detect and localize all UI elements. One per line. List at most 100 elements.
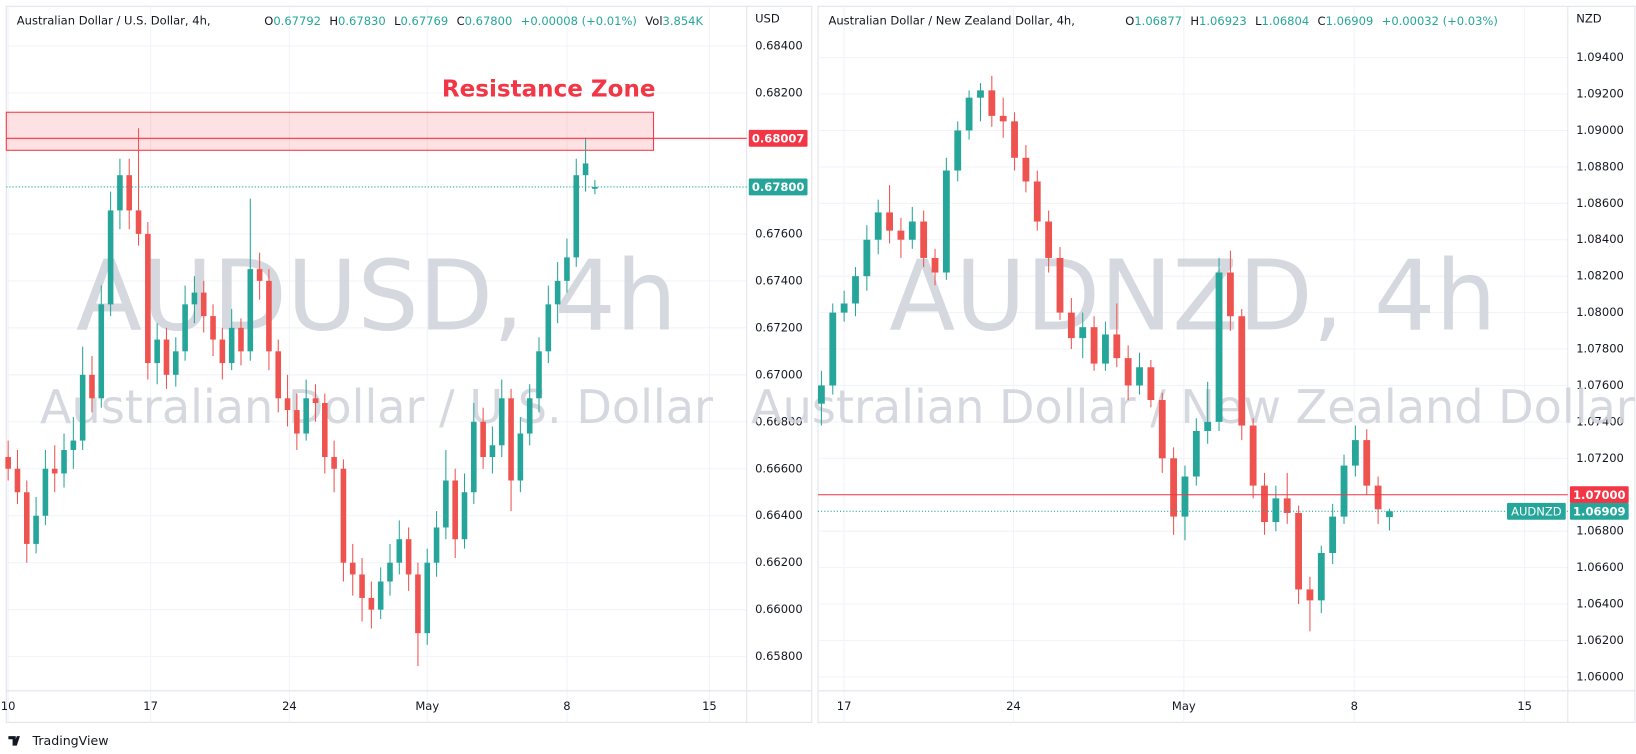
candle-body [135, 210, 142, 234]
candle-body [1215, 272, 1223, 422]
y-tick-label: 0.68400 [755, 38, 803, 52]
ohlc-value: 1.06923 [1199, 14, 1247, 28]
price-badge-label: 1.06909 [1573, 504, 1625, 518]
y-tick-label: 1.07600 [1576, 378, 1624, 392]
ohlc-key: H [1190, 14, 1199, 28]
candle-body [1136, 367, 1143, 386]
currency: NZD [1576, 11, 1601, 25]
watermark-subtitle: Australian Dollar / U.S. Dollar [40, 380, 713, 434]
candle-body [1181, 476, 1189, 517]
candle-body [14, 468, 21, 493]
candle-body [452, 480, 458, 540]
candle-body [23, 492, 30, 544]
y-tick-label: 1.06200 [1576, 633, 1624, 647]
candle-body [200, 292, 207, 317]
y-tick-label: 1.07800 [1576, 342, 1624, 356]
y-tick-label: 1.08600 [1576, 196, 1624, 210]
candle-body [368, 597, 375, 610]
y-tick-label: 0.67200 [755, 320, 803, 334]
ohlc-value: 0.67830 [338, 14, 386, 28]
y-tick-label: 0.67600 [755, 226, 803, 240]
ohlc-header: O0.67792 H0.67830 L0.67769 C0.67800 +0.00008… [264, 14, 703, 28]
candle-body [284, 398, 291, 411]
candle-body [908, 221, 916, 240]
ohlc-key: L [1255, 14, 1262, 28]
candle-body [1204, 421, 1212, 431]
candle-body [554, 280, 561, 305]
candle-body [1340, 465, 1348, 517]
price-badge-label: 0.67800 [752, 180, 804, 194]
candle-body [1192, 430, 1200, 477]
x-tick-label: 10 [1, 699, 16, 713]
candle-body [920, 221, 928, 258]
candle-body [1170, 458, 1178, 517]
ohlc-key: C [1318, 14, 1326, 28]
candle-body [145, 233, 151, 364]
candle-body [592, 186, 598, 189]
chart-panel: 0.65800 0.66000 0.66200 0.66400 0.66600 0.668… [1, 5, 813, 723]
candle-body [210, 316, 216, 340]
candle-body [818, 385, 825, 404]
candle-body [1374, 485, 1382, 510]
candle-body [79, 374, 86, 441]
change: +0.00008 (+0.01%) [521, 14, 637, 28]
logo-mark [8, 736, 20, 746]
candle-body [312, 398, 319, 403]
candle-body [897, 230, 905, 240]
price-badge [1569, 502, 1629, 520]
candle-body [1238, 316, 1246, 426]
candle-body [1011, 121, 1018, 158]
y-tick-label: 0.68200 [755, 85, 803, 99]
candle-body [107, 210, 114, 305]
candle-body [988, 90, 996, 116]
zone [5, 111, 655, 151]
candle-body [98, 304, 105, 399]
tradingview-logo: TradingView [8, 733, 109, 748]
candle-body [303, 398, 309, 434]
symbol-badge-label: AUDNZD [1511, 504, 1562, 518]
y-tick-label: 0.66200 [755, 555, 803, 569]
candle-body [349, 562, 356, 575]
candle-body [536, 351, 542, 399]
brand: TradingView [32, 733, 109, 748]
candle-body [489, 445, 496, 458]
candle-body [1022, 157, 1030, 182]
candle-body [863, 239, 871, 277]
candle-body [582, 163, 589, 176]
x-tick-label: May [415, 699, 439, 713]
x-tick-label: 8 [1351, 699, 1358, 713]
symbol-badge [1507, 502, 1566, 520]
candle-body [1090, 327, 1098, 364]
candle-body [266, 280, 272, 352]
candle-body [1329, 516, 1337, 554]
candle-body [443, 480, 449, 528]
candle-body [480, 421, 486, 458]
candle-body [61, 449, 67, 474]
ohlc-value: 0.67792 [273, 14, 321, 28]
ohlc-key: C [457, 14, 465, 28]
chart-title: Australian Dollar / U.S. Dollar, 4h, [17, 14, 211, 28]
candle-body [51, 468, 58, 474]
candle-body [294, 410, 300, 434]
candle-body [1227, 272, 1234, 317]
change: +0.00032 (+0.03%) [1382, 14, 1498, 28]
x-tick-label: 17 [837, 699, 852, 713]
y-tick-label: 1.09400 [1576, 50, 1624, 64]
candle-body [526, 398, 533, 434]
chart-panel: 1.06000 1.06200 1.06400 1.06600 1.06800 1.070… [751, 5, 1636, 723]
ohlc-key: L [394, 14, 401, 28]
ohlc-key: O [264, 14, 273, 28]
y-tick-label: 1.06800 [1576, 524, 1624, 538]
price-badge [748, 178, 808, 196]
candle-body [42, 468, 49, 516]
ohlc-value: 1.06909 [1326, 14, 1374, 28]
y-tick-label: 0.66800 [755, 414, 803, 428]
candle-body [1317, 553, 1325, 601]
candle-body [228, 327, 235, 364]
candle-body [33, 515, 39, 544]
candle-body [977, 90, 984, 98]
y-tick-label: 0.66000 [755, 602, 803, 616]
candle-body [70, 440, 77, 450]
candle-body [256, 269, 263, 281]
y-tick-label: 1.06400 [1576, 597, 1624, 611]
